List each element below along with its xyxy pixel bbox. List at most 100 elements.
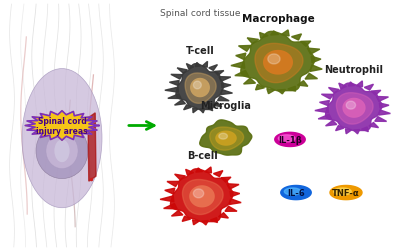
Polygon shape	[200, 120, 252, 155]
Polygon shape	[175, 174, 186, 180]
Polygon shape	[170, 169, 233, 222]
Polygon shape	[186, 64, 194, 70]
Polygon shape	[336, 126, 344, 131]
Polygon shape	[238, 46, 251, 52]
Polygon shape	[339, 84, 346, 89]
Polygon shape	[160, 196, 174, 202]
Polygon shape	[315, 108, 329, 113]
Polygon shape	[277, 90, 286, 94]
Polygon shape	[268, 55, 280, 65]
Text: B-cell: B-cell	[187, 150, 217, 161]
Polygon shape	[202, 221, 208, 225]
Text: T-cell: T-cell	[186, 45, 214, 55]
Polygon shape	[260, 33, 268, 39]
Polygon shape	[256, 85, 264, 90]
Polygon shape	[369, 123, 378, 128]
Polygon shape	[281, 186, 311, 200]
Polygon shape	[328, 88, 339, 94]
Polygon shape	[209, 65, 218, 71]
Polygon shape	[229, 199, 241, 205]
Polygon shape	[222, 83, 231, 89]
Polygon shape	[346, 129, 352, 134]
Polygon shape	[171, 75, 182, 80]
Polygon shape	[356, 82, 362, 87]
Polygon shape	[218, 97, 229, 101]
Polygon shape	[267, 89, 275, 94]
Polygon shape	[182, 216, 190, 222]
Polygon shape	[376, 97, 388, 102]
Polygon shape	[236, 54, 246, 60]
Polygon shape	[230, 191, 240, 197]
Polygon shape	[200, 109, 205, 113]
Polygon shape	[168, 94, 181, 99]
Polygon shape	[247, 39, 258, 45]
Polygon shape	[371, 91, 381, 96]
Text: Neutrophil: Neutrophil	[324, 65, 384, 75]
Polygon shape	[307, 49, 320, 55]
Polygon shape	[164, 204, 177, 209]
Polygon shape	[364, 85, 374, 91]
Polygon shape	[255, 44, 303, 83]
Text: Spinal cord tissue: Spinal cord tissue	[160, 9, 240, 18]
Polygon shape	[378, 110, 390, 116]
Polygon shape	[192, 220, 199, 225]
Polygon shape	[318, 115, 332, 120]
Text: Macrophage: Macrophage	[242, 14, 314, 24]
Polygon shape	[210, 128, 244, 151]
Polygon shape	[25, 111, 99, 141]
Polygon shape	[336, 93, 373, 125]
Polygon shape	[320, 101, 330, 106]
Polygon shape	[195, 63, 200, 67]
Polygon shape	[375, 117, 387, 122]
Polygon shape	[292, 35, 302, 41]
Polygon shape	[219, 134, 228, 140]
Polygon shape	[165, 88, 178, 93]
Polygon shape	[275, 133, 305, 147]
Polygon shape	[305, 74, 318, 80]
Text: Microglia: Microglia	[200, 101, 252, 111]
Polygon shape	[227, 184, 239, 190]
Polygon shape	[210, 218, 218, 223]
Polygon shape	[231, 62, 245, 69]
Polygon shape	[176, 65, 224, 110]
Polygon shape	[235, 71, 249, 77]
Polygon shape	[170, 81, 179, 86]
Ellipse shape	[36, 123, 88, 179]
Polygon shape	[219, 77, 231, 82]
Polygon shape	[190, 186, 214, 207]
Polygon shape	[298, 81, 308, 87]
Polygon shape	[241, 32, 314, 92]
Polygon shape	[326, 121, 337, 126]
Polygon shape	[326, 84, 382, 131]
Polygon shape	[281, 31, 289, 37]
Polygon shape	[165, 188, 175, 194]
Polygon shape	[182, 180, 223, 215]
Polygon shape	[191, 79, 209, 97]
Ellipse shape	[46, 134, 78, 169]
Polygon shape	[284, 188, 301, 195]
Polygon shape	[310, 66, 322, 72]
Polygon shape	[362, 128, 368, 132]
Ellipse shape	[54, 140, 70, 163]
Polygon shape	[334, 188, 351, 195]
Polygon shape	[348, 83, 354, 87]
Polygon shape	[193, 108, 198, 113]
Polygon shape	[300, 42, 311, 47]
Polygon shape	[202, 62, 208, 68]
Polygon shape	[88, 113, 96, 181]
Polygon shape	[322, 95, 333, 100]
Polygon shape	[205, 167, 212, 173]
Polygon shape	[214, 71, 224, 76]
Polygon shape	[311, 57, 321, 64]
Polygon shape	[185, 74, 216, 104]
Ellipse shape	[22, 69, 102, 208]
Polygon shape	[346, 102, 356, 110]
Polygon shape	[278, 135, 295, 142]
Polygon shape	[194, 82, 201, 89]
Polygon shape	[288, 87, 296, 92]
Polygon shape	[225, 206, 237, 211]
Text: IL-1β: IL-1β	[278, 135, 302, 144]
Polygon shape	[216, 132, 236, 145]
Text: IL-6: IL-6	[287, 188, 305, 197]
Polygon shape	[196, 168, 202, 172]
